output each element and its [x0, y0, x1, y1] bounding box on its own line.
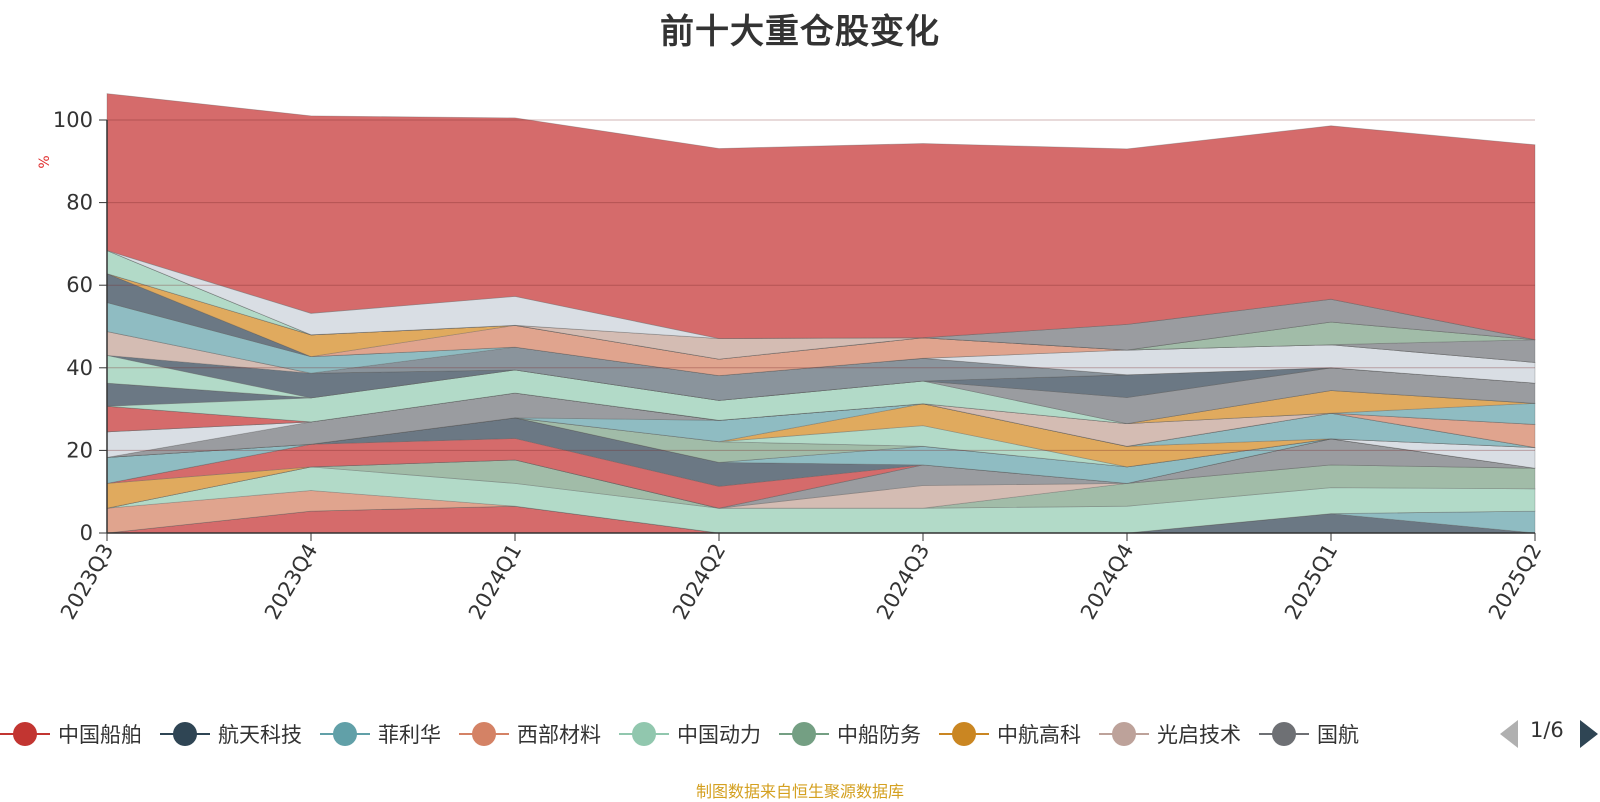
legend-item[interactable]: 西部材料 [459, 716, 601, 752]
x-tick-label: 2025Q2 [1484, 540, 1546, 624]
legend-marker-icon [160, 722, 210, 746]
y-axis-label: % [37, 155, 53, 168]
legend-label: 中国动力 [677, 723, 761, 747]
legend-dot [13, 722, 37, 746]
x-tick-label: 2023Q3 [56, 540, 118, 624]
area-series-36 [106, 273, 1536, 363]
legend-item[interactable]: 航天科技 [160, 716, 302, 752]
y-tick-label: 40 [66, 356, 93, 380]
legend-item[interactable]: 国航 [1259, 716, 1359, 752]
gridlines [107, 119, 1535, 451]
legend-dot [173, 722, 197, 746]
x-tick-label: 2025Q1 [1280, 540, 1342, 624]
legend-marker-icon [1099, 722, 1149, 746]
legend-item[interactable]: 中国动力 [619, 716, 761, 752]
legend-item[interactable]: 中国船舶 [0, 716, 142, 752]
chart-canvas: 0 20 40 60 80 100 2023Q3 2023Q4 2024Q1 2024Q2 2024… [37, 93, 1546, 624]
legend-label: 光启技术 [1157, 723, 1241, 747]
chart-title: 前十大重仓股变化 [660, 12, 940, 52]
legend-page-indicator: 1/6 [1530, 718, 1564, 742]
x-tick-label: 2024Q3 [872, 540, 934, 624]
area-series-42 [106, 93, 1536, 341]
legend-prev-page-icon[interactable] [1500, 720, 1518, 748]
y-tick-label: 20 [66, 438, 93, 462]
areas-layer [106, 93, 1536, 534]
legend-next-page-icon[interactable] [1580, 720, 1598, 748]
legend-marker-icon [939, 722, 989, 746]
y-tick-label: 80 [66, 191, 93, 215]
legend-label: 中航高科 [997, 723, 1081, 747]
legend-label: 中船防务 [837, 723, 921, 747]
area-series-12 [106, 417, 1536, 469]
legend-dot [792, 722, 816, 746]
y-tick-label: 100 [53, 108, 93, 132]
x-tick-label: 2024Q2 [668, 540, 730, 624]
legend-label: 中国船舶 [58, 723, 142, 747]
legend-item[interactable]: 光启技术 [1099, 716, 1241, 752]
x-tick-label: 2023Q4 [260, 540, 322, 624]
legend-item[interactable]: 中船防务 [779, 716, 921, 752]
legend-item[interactable]: 中航高科 [939, 716, 1081, 752]
x-tick-label: 2024Q1 [464, 540, 526, 624]
legend-pager: 1/6 [1500, 716, 1600, 752]
legend-dot [333, 722, 357, 746]
legend-marker-icon [459, 722, 509, 746]
legend: 中国船舶 航天科技 菲利华 西部材料 中国动力 中船防务 中航高科 光启技术 国航 [0, 716, 1475, 756]
legend-marker-icon [619, 722, 669, 746]
legend-label: 西部材料 [517, 723, 601, 747]
legend-dot [472, 722, 496, 746]
legend-dot [952, 722, 976, 746]
legend-dot [632, 722, 656, 746]
source-note: 制图数据来自恒生聚源数据库 [695, 782, 904, 801]
legend-label: 菲利华 [378, 723, 441, 747]
legend-marker-icon [779, 722, 829, 746]
legend-marker-icon [0, 722, 50, 746]
y-tick-label: 0 [80, 521, 93, 545]
legend-item[interactable]: 菲利华 [320, 716, 441, 752]
legend-label: 国航 [1317, 723, 1359, 747]
legend-marker-icon [1259, 722, 1309, 746]
x-tick-label: 2024Q4 [1076, 540, 1138, 624]
legend-marker-icon [320, 722, 370, 746]
y-tick-label: 60 [66, 273, 93, 297]
legend-dot [1272, 722, 1296, 746]
legend-dot [1112, 722, 1136, 746]
legend-label: 航天科技 [218, 723, 302, 747]
